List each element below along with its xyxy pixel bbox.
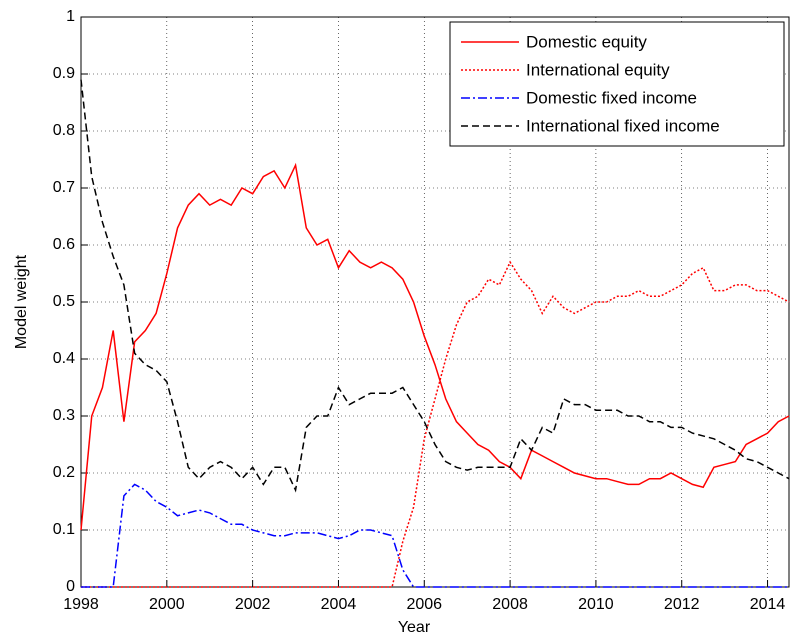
y-tick-label: 0.5 [53, 293, 75, 310]
y-tick-label: 0.7 [53, 179, 75, 196]
series-line [81, 483, 789, 588]
y-tick-label: 0.9 [53, 65, 75, 82]
x-tick-label: 2004 [321, 596, 357, 613]
x-tick-label: 2010 [578, 596, 614, 613]
legend-label: Domestic fixed income [526, 88, 697, 107]
x-tick-label: 2006 [406, 596, 442, 613]
y-tick-label: 0.3 [53, 407, 75, 424]
legend-label: International equity [526, 60, 670, 79]
x-tick-label: 2002 [235, 596, 271, 613]
y-tick-label: 0.6 [53, 236, 75, 253]
y-axis-label: Model weight [13, 254, 30, 349]
x-tick-label: 2000 [149, 596, 185, 613]
y-tick-label: 0 [66, 578, 75, 595]
legend-label: International fixed income [526, 116, 720, 135]
x-tick-label: 2014 [750, 596, 786, 613]
y-tick-label: 0.8 [53, 122, 75, 139]
y-tick-label: 0.1 [53, 521, 75, 538]
x-tick-label: 2008 [492, 596, 528, 613]
x-tick-label: 1998 [63, 596, 99, 613]
x-axis-label: Year [398, 619, 431, 636]
y-tick-label: 1 [66, 8, 75, 25]
series-line [81, 260, 790, 588]
legend: Domestic equity International equity Domes… [449, 21, 785, 147]
y-tick-label: 0.2 [53, 464, 75, 481]
series-line [80, 79, 790, 493]
x-tick-label: 2012 [664, 596, 700, 613]
legend-label: Domestic equity [526, 32, 647, 51]
series-line [80, 162, 790, 531]
y-tick-label: 0.4 [53, 350, 75, 367]
